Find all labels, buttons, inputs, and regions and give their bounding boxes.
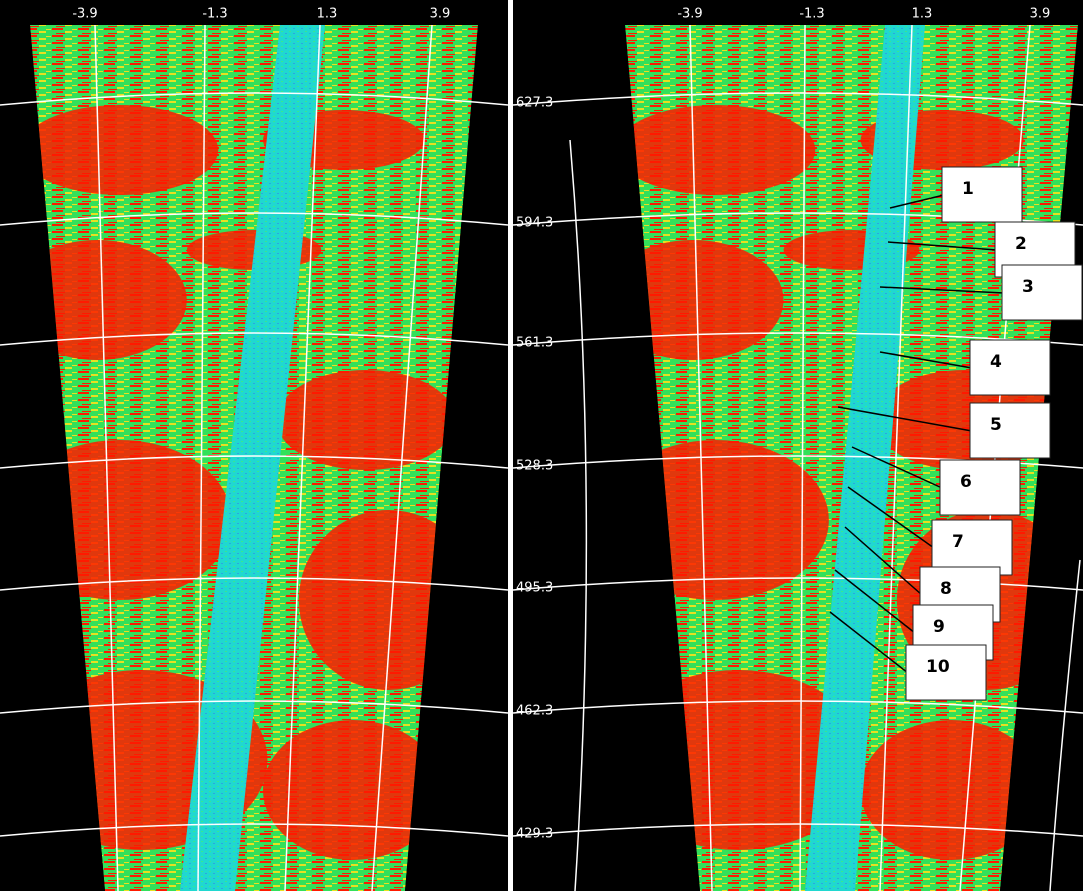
callout-label: 2 (1015, 234, 1027, 254)
callout-box (970, 403, 1050, 458)
x-label: -3.9 (72, 7, 97, 22)
top-strip (513, 0, 1083, 24)
x-label: 3.9 (1030, 7, 1051, 22)
x-label: -1.3 (202, 7, 227, 22)
callout-label: 7 (952, 532, 964, 552)
x-label: 3.9 (430, 7, 451, 22)
red-return (616, 105, 815, 195)
y-label: 528.3 (516, 459, 553, 474)
y-label: 495.3 (516, 581, 553, 596)
x-label: -3.9 (677, 7, 702, 22)
x-label: -1.3 (799, 7, 824, 22)
callout-label: 8 (940, 579, 952, 599)
y-label: 561.3 (516, 336, 553, 351)
y-label: 429.3 (516, 827, 553, 842)
sonar-screenshot: -3.9-1.31.33.9-3.9-1.31.33.9627.3594.356… (0, 0, 1083, 891)
y-label: 462.3 (516, 704, 553, 719)
callout-label: 3 (1022, 277, 1034, 297)
callout-label: 4 (990, 352, 1002, 372)
callout-box (1002, 265, 1082, 320)
callout-box (940, 460, 1020, 515)
callout-label: 5 (990, 415, 1002, 435)
callout-box (942, 167, 1022, 222)
x-label: 1.3 (912, 7, 933, 22)
y-label: 594.3 (516, 216, 553, 231)
callout-label: 10 (926, 657, 950, 677)
callout-box (970, 340, 1050, 395)
callout-label: 6 (960, 472, 972, 492)
callout-label: 9 (933, 617, 945, 637)
x-label: 1.3 (317, 7, 338, 22)
callout-label: 1 (962, 179, 974, 199)
red-return (21, 105, 218, 195)
y-label: 627.3 (516, 96, 553, 111)
